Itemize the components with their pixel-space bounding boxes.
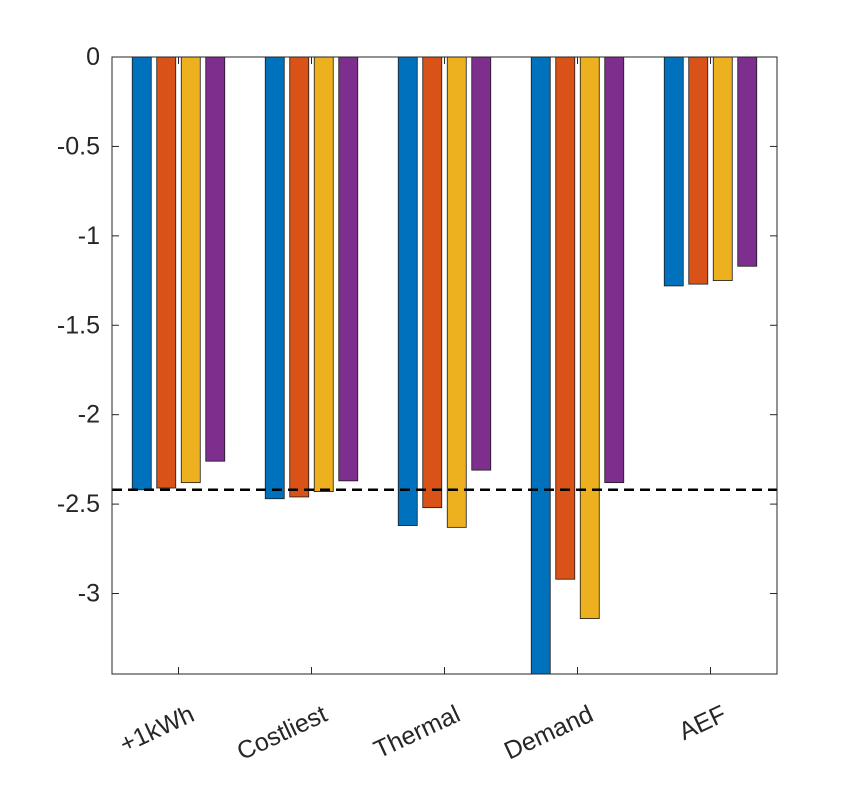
y-tick-label: -2 xyxy=(78,401,100,429)
bar xyxy=(555,56,576,580)
bar xyxy=(180,56,201,484)
bar xyxy=(422,56,443,509)
y-tick-label: -1 xyxy=(78,222,100,250)
bar xyxy=(397,56,418,526)
bar xyxy=(530,56,551,675)
y-tick-label: 0 xyxy=(86,43,100,71)
y-tick-label: -3 xyxy=(78,580,100,608)
bar xyxy=(688,56,709,285)
y-tick-label: -2.5 xyxy=(57,490,100,518)
bar xyxy=(579,56,600,619)
bar xyxy=(338,56,359,482)
bar xyxy=(131,56,152,491)
y-tick-label: -1.5 xyxy=(57,311,100,339)
bar xyxy=(156,56,177,489)
y-tick-label: -0.5 xyxy=(57,132,100,160)
bar xyxy=(712,56,733,281)
bar xyxy=(313,56,334,492)
bars xyxy=(131,56,758,675)
y-axis-ticks: 0 -0.5 -1 -1.5 -2 -2.5 -3 xyxy=(57,43,777,608)
x-tick-label: Thermal xyxy=(370,700,465,764)
bar xyxy=(446,56,467,528)
x-tick-label: Demand xyxy=(500,700,597,765)
bar xyxy=(289,56,310,498)
bar xyxy=(604,56,625,484)
bar xyxy=(737,56,758,267)
bar xyxy=(471,56,492,471)
x-tick-label: AEF xyxy=(675,700,731,746)
x-tick-label: +1kWh xyxy=(115,700,198,759)
bar xyxy=(663,56,684,287)
x-tick-label: Costliest xyxy=(233,700,332,766)
bar xyxy=(264,56,285,500)
bar xyxy=(205,56,226,462)
